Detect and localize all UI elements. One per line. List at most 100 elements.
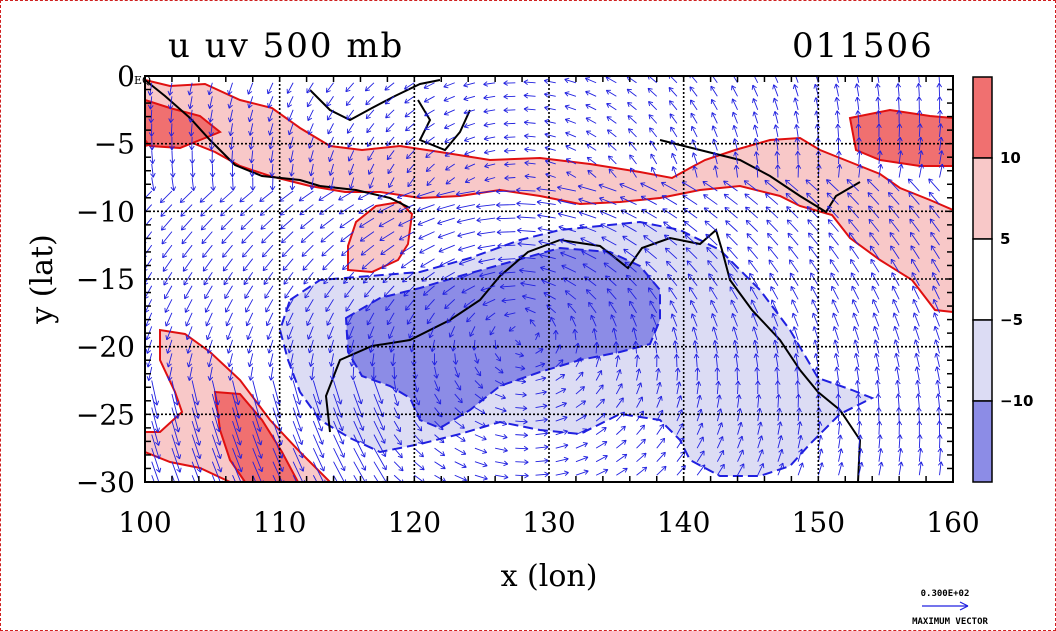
wind-vector-head	[517, 241, 523, 247]
wind-vector	[385, 299, 395, 312]
wind-vector	[434, 461, 446, 470]
wind-vector	[575, 442, 588, 449]
wind-vector-head	[343, 278, 349, 284]
minor-ticks	[144, 75, 954, 483]
wind-vector	[404, 109, 415, 118]
wind-vector	[649, 140, 658, 151]
wind-vector	[836, 97, 839, 110]
wind-vector	[419, 244, 435, 254]
wind-vector-head	[320, 479, 326, 482]
wind-vector-head	[436, 205, 442, 212]
wind-vector	[622, 235, 637, 246]
wind-vector-head	[854, 83, 860, 89]
wind-vector-head	[671, 166, 677, 172]
wind-vector-head	[736, 408, 743, 413]
wind-vector-head	[182, 252, 188, 259]
wind-vector-head	[443, 83, 449, 89]
wind-vector	[474, 474, 488, 480]
wind-vector	[714, 165, 718, 178]
wind-vector-head	[794, 137, 801, 143]
wind-vector	[463, 122, 476, 128]
wind-vector	[838, 462, 843, 476]
wind-vector-head	[463, 82, 469, 88]
colorbar-segment-1	[972, 157, 993, 240]
coast-sulawesi	[417, 99, 471, 152]
wind-vector-head	[359, 425, 365, 431]
wind-vector-head	[300, 237, 306, 243]
wind-vector	[643, 235, 657, 246]
wind-vector	[371, 353, 375, 367]
wind-vector-head	[938, 150, 944, 156]
wind-vector	[913, 312, 920, 327]
colorbar-segment-0	[972, 76, 993, 159]
wind-vector	[555, 374, 565, 381]
wind-vector-head	[436, 399, 442, 405]
wind-vector-head	[403, 291, 409, 297]
wind-vector-head	[247, 362, 254, 368]
wind-vector	[388, 177, 395, 188]
wind-vector	[649, 127, 658, 138]
wind-vector	[475, 190, 496, 194]
wind-vector-head	[359, 236, 365, 242]
wind-vector-head	[563, 429, 568, 435]
wind-vector	[434, 474, 446, 482]
wind-vector-head	[227, 117, 234, 123]
wind-vector-head	[227, 362, 233, 368]
wind-vector-head	[585, 103, 591, 109]
wind-vector-head	[795, 164, 802, 169]
wind-vector	[626, 76, 637, 84]
wind-vector	[795, 353, 799, 368]
wind-vector	[345, 96, 355, 106]
wind-vector	[876, 83, 880, 97]
wind-vector-head	[298, 439, 304, 445]
wind-vector	[578, 198, 597, 205]
wind-vector	[662, 208, 678, 219]
wind-vector	[916, 380, 920, 395]
wind-vector-head	[668, 87, 674, 93]
wind-vector-head	[524, 472, 529, 479]
wind-vector-head	[896, 420, 903, 426]
wind-vector-head	[606, 288, 612, 294]
wind-vector-head	[640, 424, 645, 430]
wind-vector	[167, 353, 173, 368]
wind-vector	[494, 339, 497, 350]
wind-vector-head	[301, 493, 305, 498]
y-tick-label-1: −5	[94, 128, 135, 161]
wind-vector	[330, 177, 334, 190]
wind-vector-head	[544, 105, 549, 111]
wind-vector	[669, 76, 678, 84]
wind-vector	[485, 312, 496, 321]
wind-vector-head	[169, 159, 176, 164]
wind-vector-head	[754, 164, 760, 170]
wind-vector	[648, 287, 658, 300]
wind-vector	[711, 99, 718, 111]
wind-vector	[413, 380, 418, 393]
wind-vector	[232, 407, 241, 432]
wind-vector	[347, 123, 355, 134]
wind-vector-head	[205, 321, 211, 327]
wind-vector-head	[423, 97, 429, 103]
wind-vector-head	[379, 425, 386, 431]
wind-vector-head	[455, 191, 461, 197]
wind-vector-head	[837, 434, 843, 440]
wind-vector-head	[406, 154, 412, 160]
wind-vector	[333, 447, 346, 471]
wind-vector	[252, 475, 257, 482]
wind-vector-head	[595, 355, 601, 361]
wind-vector	[812, 312, 819, 327]
wind-vector	[858, 150, 861, 164]
wind-vector	[836, 110, 839, 124]
wind-vector	[775, 353, 779, 368]
wind-vector-head	[206, 348, 212, 354]
wind-vector	[774, 339, 779, 354]
wind-vector-head	[395, 414, 401, 420]
wind-vector	[773, 326, 779, 341]
wind-vector	[209, 96, 213, 109]
wind-vector	[754, 340, 759, 354]
wind-vector-head	[891, 272, 897, 278]
wind-vector-head	[815, 150, 822, 156]
wind-vector	[777, 421, 781, 435]
wind-vector-head	[448, 332, 454, 338]
wind-vector-head	[857, 448, 864, 454]
wind-vector	[191, 177, 195, 191]
